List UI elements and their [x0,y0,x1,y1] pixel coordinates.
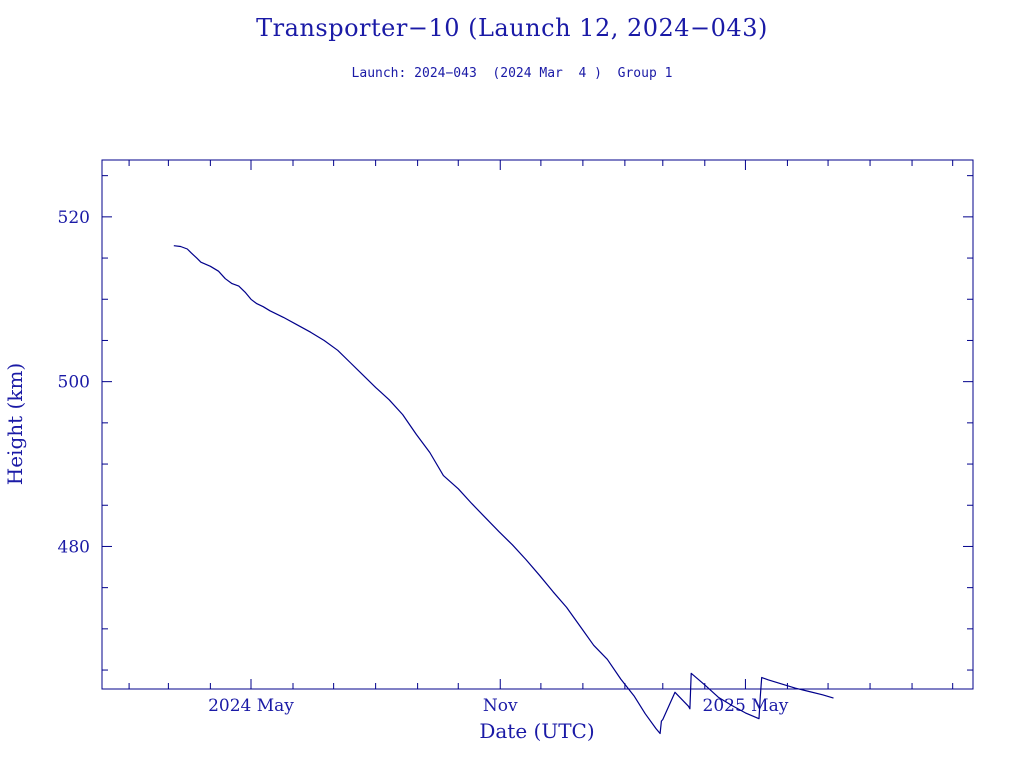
chart-title: Transporter−10 (Launch 12, 2024−043) [256,14,768,42]
x-axis-label: Date (UTC) [479,719,594,743]
x-tick-label: 2024 May [208,696,294,716]
chart-subtitle: Launch: 2024−043 (2024 Mar 4 ) Group 1 [351,66,673,81]
y-axis-label: Height (km) [3,363,27,485]
axis-ticks [102,160,973,689]
y-tick-label: 500 [58,373,90,393]
series-line [173,245,834,735]
y-tick-label: 520 [58,208,90,228]
x-tick-label: Nov [483,696,518,716]
plot-frame [101,159,974,690]
y-tick-label: 480 [58,537,90,557]
